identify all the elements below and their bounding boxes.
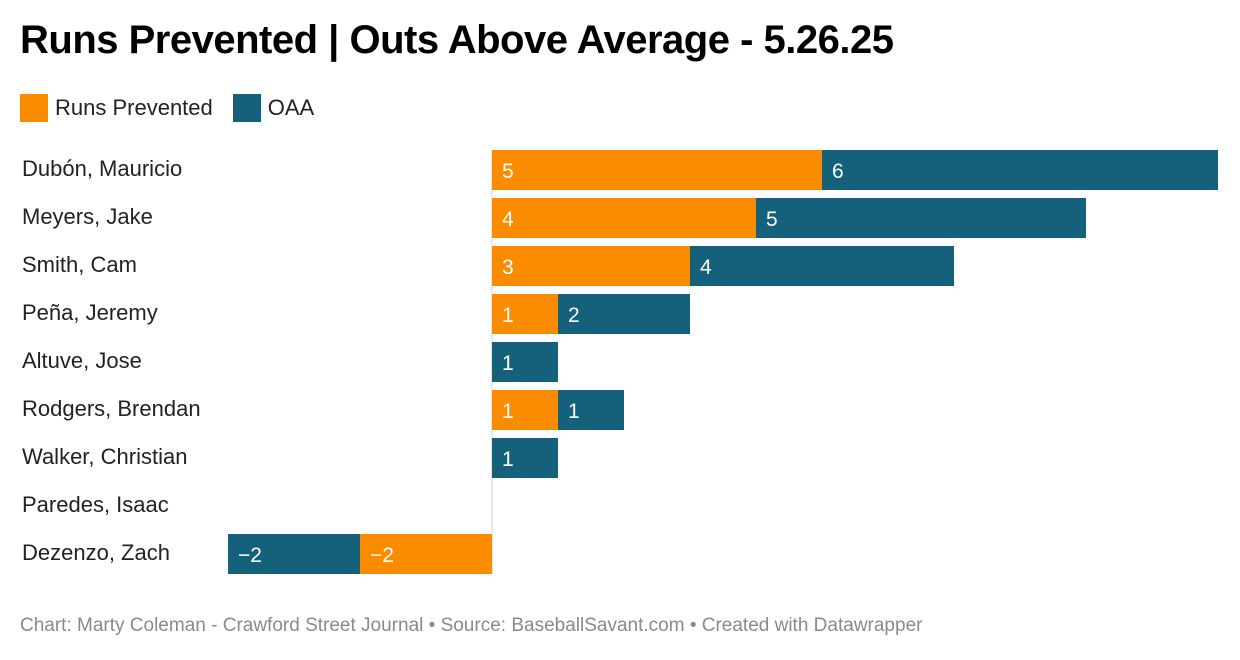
bar-oaa-smith-cam (690, 246, 954, 286)
category-label-smith-cam: Smith, Cam (22, 252, 137, 277)
category-label-paredes-isaac: Paredes, Isaac (22, 492, 169, 517)
category-label-walker-christian: Walker, Christian (22, 444, 187, 469)
bar-oaa-altuve-jose (492, 342, 558, 382)
value-label-runs-prevented-smith-cam: 3 (502, 256, 514, 279)
value-label-oaa-altuve-jose: 1 (502, 352, 514, 375)
value-label-oaa-meyers-jake: 5 (766, 208, 778, 231)
bar-oaa-pena-jeremy (558, 294, 690, 334)
value-label-oaa-dubon-mauricio: 6 (832, 160, 844, 183)
bar-oaa-rodgers-brendan (558, 390, 624, 430)
value-label-runs-prevented-meyers-jake: 4 (502, 208, 514, 231)
category-label-dezenzo-zach: Dezenzo, Zach (22, 540, 170, 565)
bar-runs-prevented-rodgers-brendan (492, 390, 558, 430)
legend-label-runs-prevented: Runs Prevented (55, 95, 213, 120)
bar-runs-prevented-dezenzo-zach (360, 534, 492, 574)
bar-runs-prevented-pena-jeremy (492, 294, 558, 334)
legend-label-oaa: OAA (267, 95, 315, 120)
bar-oaa-walker-christian (492, 438, 558, 478)
chart-title: Runs Prevented | Outs Above Average - 5.… (20, 18, 894, 62)
chart-legend: Runs Prevented OAA (20, 94, 334, 122)
bar-runs-prevented-dubon-mauricio (492, 150, 822, 190)
bar-oaa-meyers-jake (756, 198, 1086, 238)
value-label-oaa-smith-cam: 4 (700, 256, 712, 279)
legend-item-oaa: OAA (232, 94, 315, 122)
bar-oaa-dezenzo-zach (228, 534, 360, 574)
bar-chart: Dubón, Mauricio 5 6 Meyers, Jake 4 5 Smith, Ca… (22, 150, 1218, 574)
category-label-rodgers-brendan: Rodgers, Brendan (22, 396, 201, 421)
legend-swatch-runs-prevented (20, 94, 48, 122)
legend-item-runs-prevented: Runs Prevented (20, 94, 213, 122)
value-label-runs-prevented-dubon-mauricio: 5 (502, 160, 514, 183)
value-label-oaa-walker-christian: 1 (502, 448, 514, 471)
category-label-pena-jeremy: Peña, Jeremy (22, 300, 158, 325)
value-label-runs-prevented-rodgers-brendan: 1 (502, 400, 514, 423)
value-label-runs-prevented-dezenzo-zach: −2 (370, 544, 394, 567)
bar-runs-prevented-smith-cam (492, 246, 690, 286)
value-label-oaa-pena-jeremy: 2 (568, 304, 580, 327)
bar-oaa-dubon-mauricio (822, 150, 1218, 190)
category-label-dubon-mauricio: Dubón, Mauricio (22, 156, 182, 181)
bar-runs-prevented-meyers-jake (492, 198, 756, 238)
category-label-meyers-jake: Meyers, Jake (22, 204, 153, 229)
value-label-runs-prevented-pena-jeremy: 1 (502, 304, 514, 327)
value-label-oaa-rodgers-brendan: 1 (568, 400, 580, 423)
value-label-oaa-dezenzo-zach: −2 (238, 544, 262, 567)
category-label-altuve-jose: Altuve, Jose (22, 348, 142, 373)
chart-footer: Chart: Marty Coleman - Crawford Street J… (20, 615, 923, 636)
legend-swatch-oaa (232, 94, 261, 122)
